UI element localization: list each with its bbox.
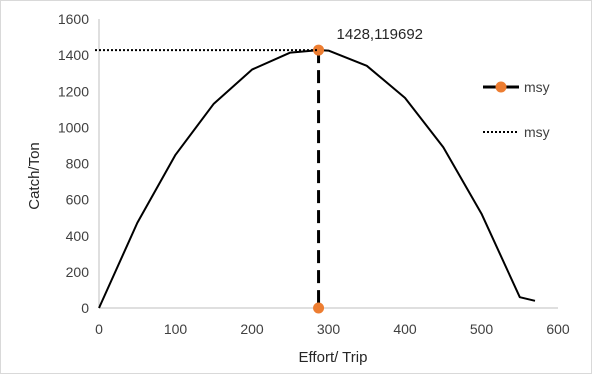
y-tick-label: 400 <box>66 228 90 244</box>
y-tick-label: 1000 <box>58 119 89 135</box>
x-tick-label: 0 <box>95 321 103 337</box>
x-tick-label: 200 <box>240 321 264 337</box>
x-tick-label: 600 <box>546 321 570 337</box>
y-tick-label: 1600 <box>58 11 89 27</box>
y-axis-title: Catch/Ton <box>26 142 43 210</box>
legend: msy msy <box>483 79 550 140</box>
msy-annotation: 1428,119692 <box>337 26 423 43</box>
x-tick-label: 100 <box>164 321 188 337</box>
legend-marker <box>495 81 507 93</box>
legend-label: msy <box>524 79 550 95</box>
plot-area: 1428,119692 <box>95 26 536 314</box>
y-tick-label: 0 <box>81 300 89 316</box>
msy-marker <box>313 302 325 314</box>
y-tick-label: 1200 <box>58 83 89 99</box>
legend-label: msy <box>524 124 550 140</box>
x-tick-label: 400 <box>393 321 417 337</box>
axes: 0 200 400 600 800 1000 1200 1400 1600 0 100 200 300 4… <box>58 11 570 337</box>
catch-effort-curve <box>98 49 536 309</box>
x-tick-label: 300 <box>317 321 341 337</box>
msy-marker <box>313 44 325 56</box>
x-axis-title: Effort/ Trip <box>299 349 368 366</box>
y-tick-label: 800 <box>66 156 90 172</box>
y-tick-label: 200 <box>66 264 90 280</box>
y-tick-label: 1400 <box>58 47 89 63</box>
y-tick-label: 600 <box>66 192 90 208</box>
x-tick-label: 500 <box>470 321 494 337</box>
